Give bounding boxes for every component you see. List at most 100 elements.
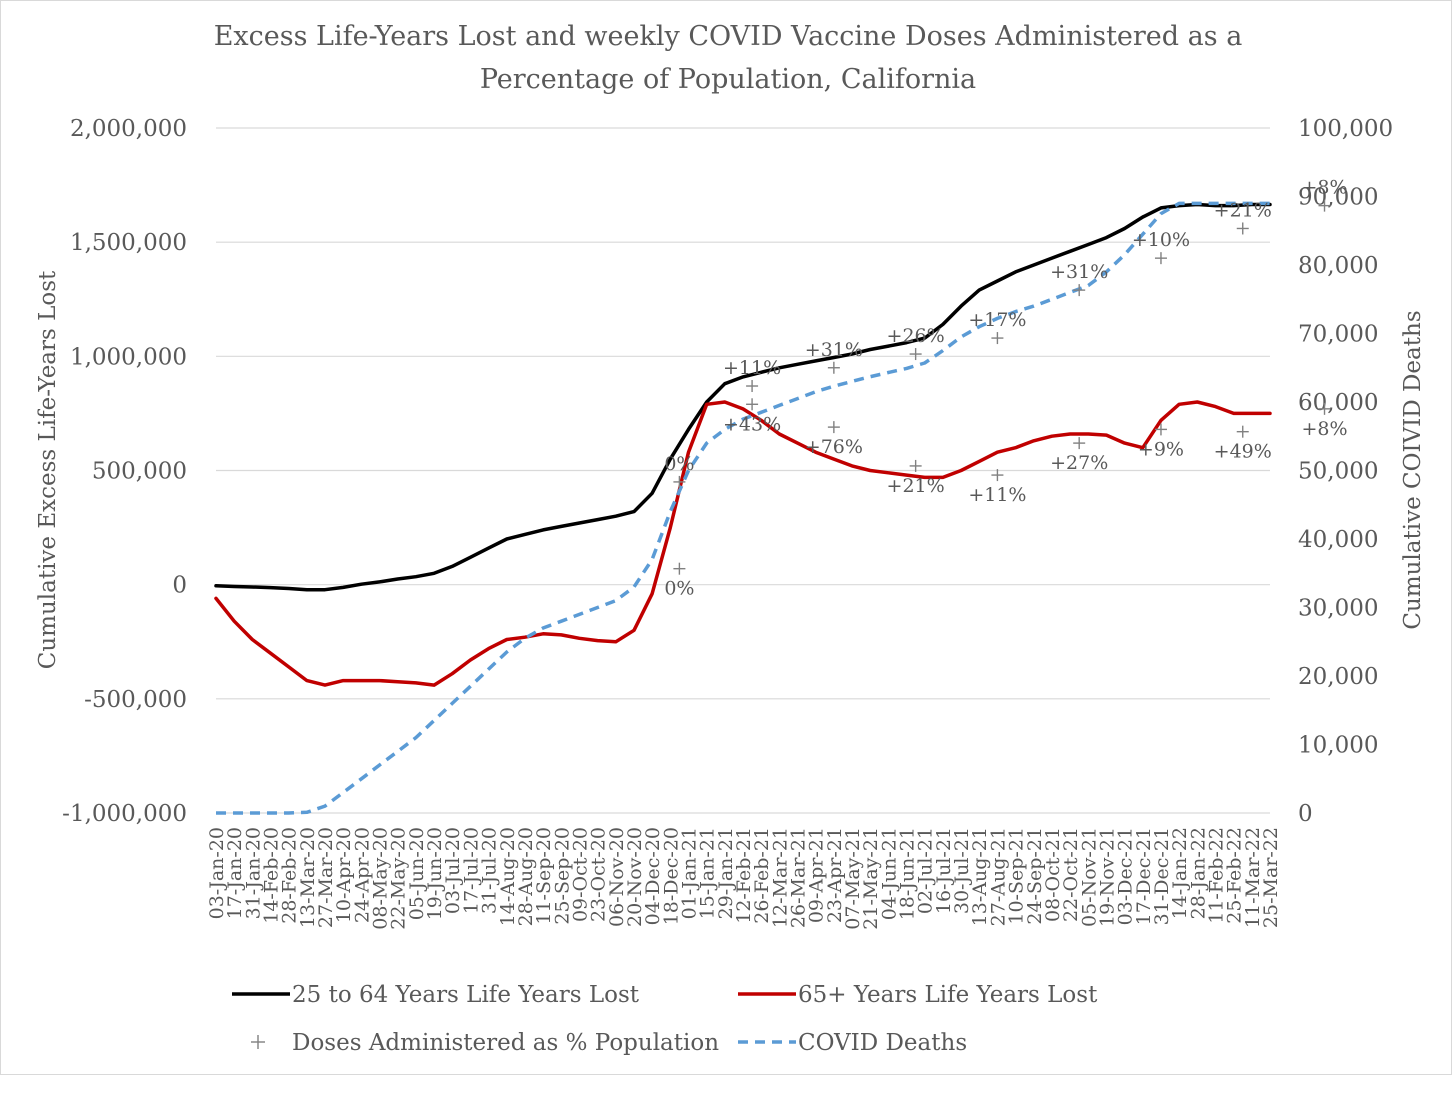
x-tick-label: 23-Apr-21 bbox=[824, 827, 846, 923]
legend-label: COVID Deaths bbox=[798, 1030, 967, 1056]
x-tick-label: 13-Mar-20 bbox=[297, 827, 319, 928]
x-tick-label: 03-Jul-20 bbox=[442, 827, 464, 914]
x-tick-label: 22-Oct-21 bbox=[1060, 827, 1082, 922]
dose-data-label: 0% bbox=[664, 578, 694, 600]
dose-data-label: +31% bbox=[1050, 261, 1108, 283]
x-tick-label: 27-Mar-20 bbox=[315, 827, 337, 928]
y2-tick-label: 30,000 bbox=[1298, 596, 1378, 622]
y-tick-label: -500,000 bbox=[84, 687, 187, 713]
y2-tick-label: 90,000 bbox=[1298, 185, 1378, 211]
dose-data-label: +17% bbox=[968, 309, 1026, 331]
y-tick-label: 0 bbox=[172, 573, 187, 599]
x-tick-label: 10-Sep-21 bbox=[1006, 827, 1028, 925]
x-tick-label: 19-Nov-21 bbox=[1096, 827, 1118, 927]
chart-title-line-2: Percentage of Population, California bbox=[480, 64, 976, 95]
y2-tick-label: 60,000 bbox=[1298, 390, 1378, 416]
x-tick-label: 22-May-20 bbox=[388, 827, 410, 930]
x-tick-label: 25-Mar-22 bbox=[1260, 827, 1282, 928]
y-tick-label: 500,000 bbox=[92, 459, 187, 485]
x-tick-label: 03-Jan-20 bbox=[206, 827, 228, 919]
x-axis: 03-Jan-2017-Jan-2031-Jan-2014-Feb-2028-F… bbox=[206, 827, 1282, 930]
dose-data-label: +21% bbox=[887, 475, 945, 497]
legend-label: 65+ Years Life Years Lost bbox=[798, 982, 1098, 1008]
dose-data-label: +27% bbox=[1050, 452, 1108, 474]
y-axis-label: Cumulative Excess Life-Years Lost bbox=[35, 270, 61, 669]
x-tick-label: 24-Apr-20 bbox=[351, 827, 373, 923]
dose-data-label: +8% bbox=[1301, 418, 1347, 440]
x-tick-label: 14-Feb-20 bbox=[261, 827, 283, 924]
y-tick-label: 2,000,000 bbox=[70, 116, 187, 142]
x-tick-label: 14-Jan-22 bbox=[1169, 827, 1191, 919]
x-tick-label: 26-Mar-21 bbox=[788, 827, 810, 928]
series-line bbox=[214, 202, 1272, 592]
x-tick-label: 11-Feb-22 bbox=[1205, 827, 1227, 924]
x-tick-label: 27-Aug-21 bbox=[987, 827, 1009, 926]
dose-data-label: +26% bbox=[887, 325, 945, 347]
x-tick-label: 19-Jun-20 bbox=[424, 827, 446, 920]
x-tick-label: 28-Jan-22 bbox=[1187, 827, 1209, 919]
dose-data-label: +21% bbox=[1214, 199, 1272, 221]
dose-data-label: +8% bbox=[1301, 177, 1347, 199]
x-tick-label: 25-Sep-20 bbox=[551, 827, 573, 925]
x-tick-label: 08-Oct-21 bbox=[1042, 827, 1064, 922]
y2-tick-label: 40,000 bbox=[1298, 527, 1378, 553]
y-axis-left: -1,000,000 -500,000 0 500,000 1,000,000 1,500… bbox=[62, 116, 187, 827]
x-tick-label: 11-Sep-20 bbox=[533, 827, 555, 925]
x-tick-label: 17-Jul-20 bbox=[460, 827, 482, 914]
dose-data-label: +76% bbox=[805, 436, 863, 458]
series-line bbox=[214, 400, 1272, 687]
legend-label: Doses Administered as % Population bbox=[292, 1030, 719, 1056]
x-tick-label: 01-Jan-21 bbox=[678, 827, 700, 919]
x-tick-label: 04-Jun-21 bbox=[878, 827, 900, 920]
x-tick-label: 13-Aug-21 bbox=[969, 827, 991, 926]
x-tick-label: 26-Feb-21 bbox=[751, 827, 773, 924]
dose-data-label: +11% bbox=[968, 484, 1026, 506]
dose-markers: 0% 0% +11% +43% +31% +76% +26% +21% +17% +11% +31%… bbox=[664, 177, 1347, 600]
x-tick-label: 28-Aug-20 bbox=[515, 827, 537, 926]
y2-tick-label: 10,000 bbox=[1298, 733, 1378, 759]
y2-tick-label: 20,000 bbox=[1298, 664, 1378, 690]
x-tick-label: 10-Apr-20 bbox=[333, 827, 355, 923]
x-tick-label: 04-Dec-20 bbox=[642, 827, 664, 925]
x-tick-label: 12-Feb-21 bbox=[733, 827, 755, 924]
y-tick-label: 1,000,000 bbox=[70, 344, 187, 370]
x-tick-label: 18-Jun-21 bbox=[897, 827, 919, 920]
x-tick-label: 05-Jun-20 bbox=[406, 827, 428, 920]
dose-data-label: +9% bbox=[1138, 438, 1184, 460]
y2-tick-label: 100,000 bbox=[1298, 116, 1393, 142]
legend-label: 25 to 64 Years Life Years Lost bbox=[292, 982, 640, 1008]
x-tick-label: 30-Jul-21 bbox=[951, 827, 973, 914]
chart-title: Excess Life-Years Lost and weekly COVID … bbox=[214, 21, 1243, 52]
dose-data-label: 0% bbox=[664, 453, 694, 475]
x-tick-label: 31-Jul-20 bbox=[479, 827, 501, 914]
y2-tick-label: 0 bbox=[1298, 801, 1313, 827]
x-tick-label: 24-Sep-21 bbox=[1024, 827, 1046, 925]
series-line bbox=[216, 201, 1270, 815]
x-tick-label: 15-Jan-21 bbox=[697, 827, 719, 919]
x-tick-label: 05-Nov-21 bbox=[1078, 827, 1100, 927]
x-tick-label: 31-Dec-21 bbox=[1151, 827, 1173, 925]
series-lines bbox=[214, 201, 1272, 815]
x-tick-label: 12-Mar-21 bbox=[769, 827, 791, 928]
x-tick-label: 20-Nov-20 bbox=[624, 827, 646, 927]
x-tick-label: 18-Dec-20 bbox=[660, 827, 682, 925]
x-tick-label: 28-Feb-20 bbox=[279, 827, 301, 924]
dose-data-label: +43% bbox=[723, 413, 781, 435]
x-tick-label: 09-Oct-20 bbox=[569, 827, 591, 922]
x-tick-label: 14-Aug-20 bbox=[497, 827, 519, 926]
x-tick-label: 11-Mar-22 bbox=[1242, 827, 1264, 928]
x-tick-label: 02-Jul-21 bbox=[915, 827, 937, 914]
x-tick-label: 03-Dec-21 bbox=[1115, 827, 1137, 925]
x-tick-label: 21-May-21 bbox=[860, 827, 882, 930]
dose-data-label: +11% bbox=[723, 357, 781, 379]
chart-frame bbox=[0, 0, 1452, 1075]
x-tick-label: 25-Feb-22 bbox=[1224, 827, 1246, 924]
x-tick-label: 17-Dec-21 bbox=[1133, 827, 1155, 925]
x-tick-label: 07-May-21 bbox=[842, 827, 864, 930]
legend: 25 to 64 Years Life Years Lost 65+ Years … bbox=[232, 982, 1098, 1056]
y-axis-right: 0 10,000 20,000 30,000 40,000 50,000 60,000 70,… bbox=[1298, 116, 1393, 827]
dose-data-label: +49% bbox=[1214, 441, 1272, 463]
x-tick-label: 23-Oct-20 bbox=[588, 827, 610, 922]
x-tick-label: 08-May-20 bbox=[370, 827, 392, 930]
x-tick-label: 31-Jan-20 bbox=[242, 827, 264, 919]
